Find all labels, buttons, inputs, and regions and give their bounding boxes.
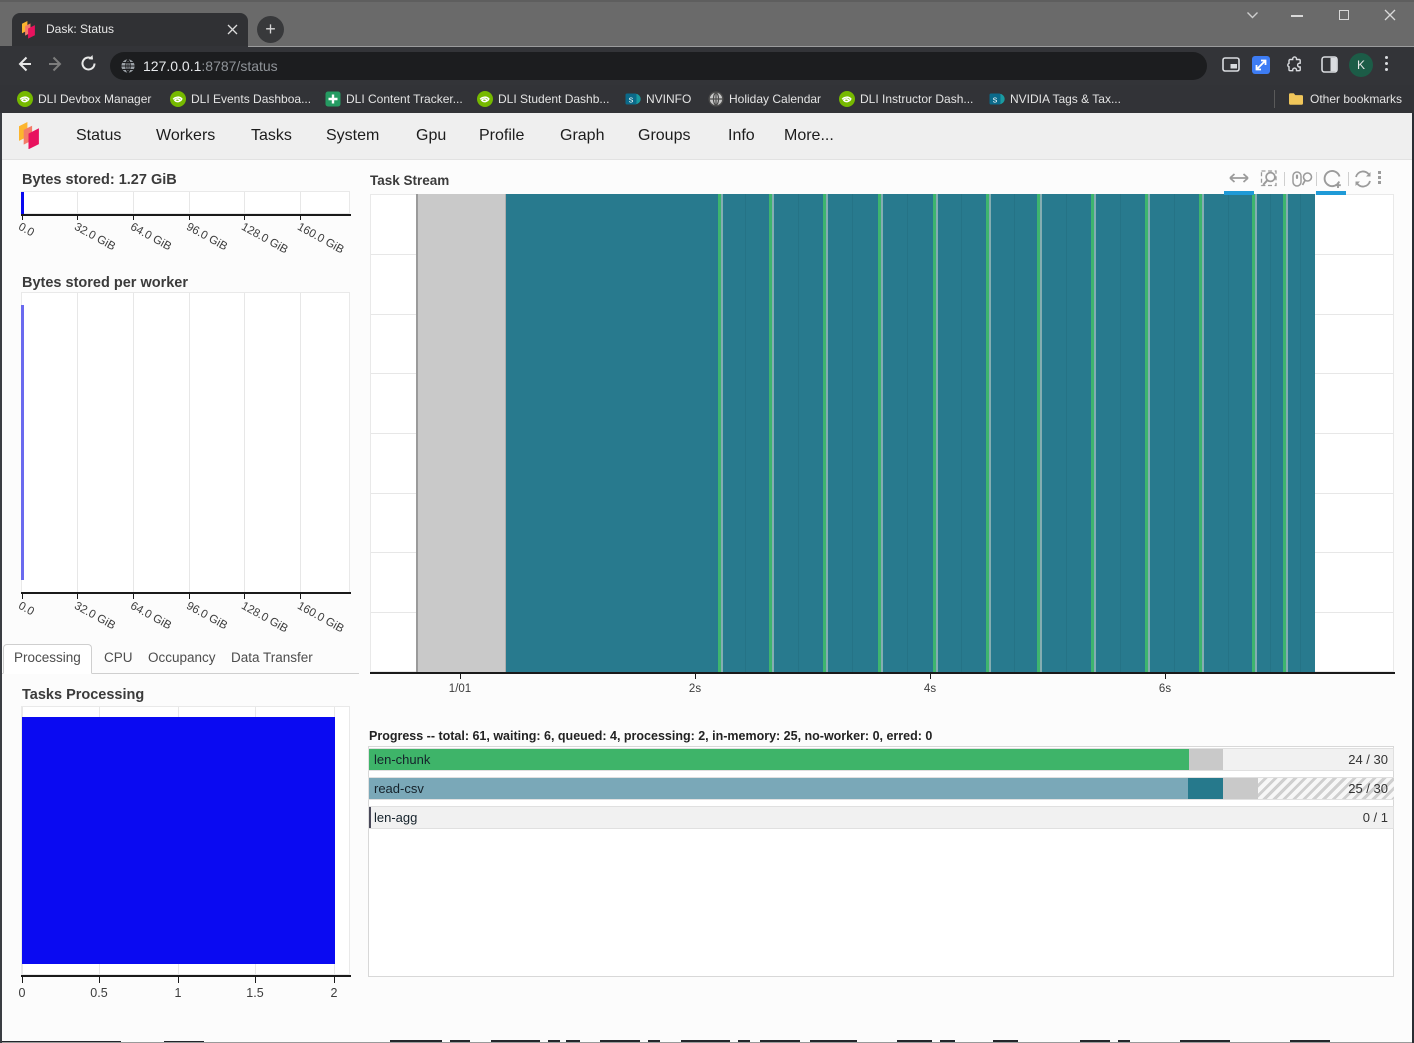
svg-text:s: s <box>993 94 998 104</box>
svg-text:s: s <box>629 94 634 104</box>
